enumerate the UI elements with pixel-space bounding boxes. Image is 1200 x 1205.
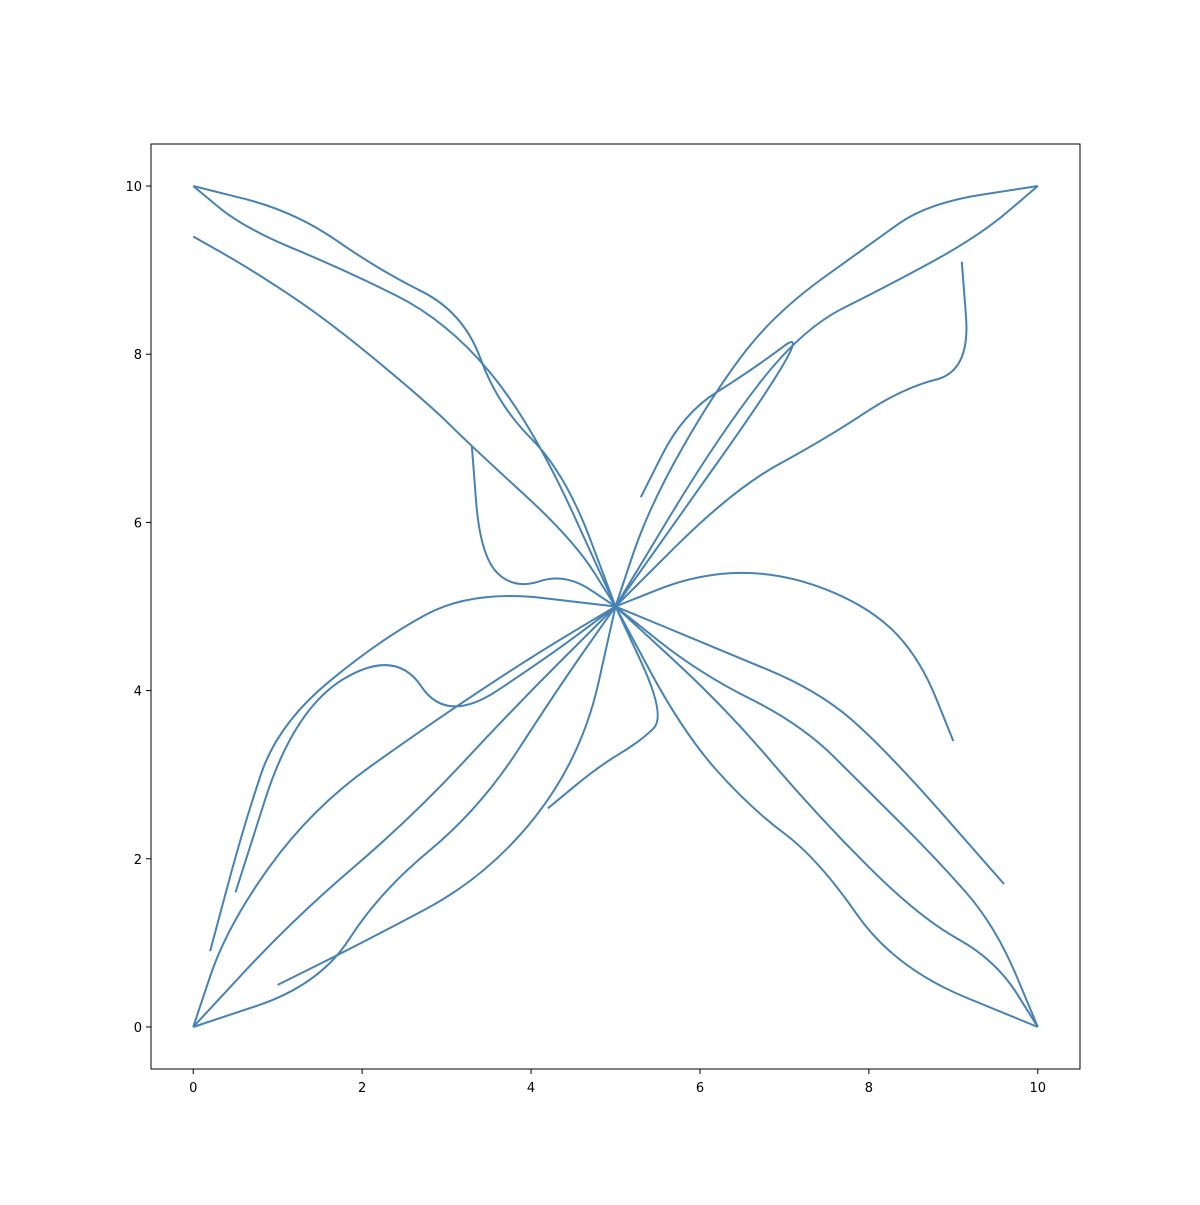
series-line-16: [614, 606, 1039, 1028]
y-tick-label: 4: [134, 685, 142, 700]
series-line-4: [234, 605, 617, 893]
x-tick-label: 6: [696, 1081, 704, 1096]
series-line-2: [192, 605, 617, 1028]
y-tick-label: 10: [125, 180, 142, 195]
x-axis: 0 2 4 6 8 10: [189, 1069, 1046, 1096]
series-line-11: [614, 185, 1038, 607]
plot-area-frame: [150, 143, 1081, 1070]
series-line-6: [192, 185, 617, 607]
series-line-1: [192, 605, 617, 1028]
series-line-14: [614, 605, 1039, 1028]
series-line-10: [614, 185, 1039, 608]
y-axis: 0 2 4 6 8 10: [125, 180, 151, 1036]
y-tick-label: 8: [134, 348, 142, 363]
series-line-13: [614, 341, 794, 608]
series-line-17: [615, 571, 955, 742]
y-tick-label: 0: [134, 1021, 142, 1036]
series-line-3: [209, 595, 616, 952]
x-tick-label: 2: [358, 1081, 366, 1096]
series-line-12: [614, 261, 968, 608]
x-tick-label: 4: [527, 1081, 535, 1096]
series-line-0: [192, 605, 617, 1028]
y-tick-label: 2: [134, 853, 142, 868]
plot-lines: [192, 185, 1039, 1028]
x-tick-label: 8: [865, 1081, 873, 1096]
series-line-19: [547, 606, 659, 810]
series-line-9: [470, 446, 617, 608]
series-line-7: [192, 185, 617, 607]
series-line-18: [615, 605, 1005, 885]
series-line-8: [192, 235, 617, 608]
series-line-15: [614, 605, 1039, 1028]
x-tick-label: 10: [1029, 1081, 1046, 1096]
series-line-5: [277, 606, 617, 986]
y-tick-label: 6: [134, 516, 142, 531]
x-tick-label: 0: [189, 1081, 197, 1096]
